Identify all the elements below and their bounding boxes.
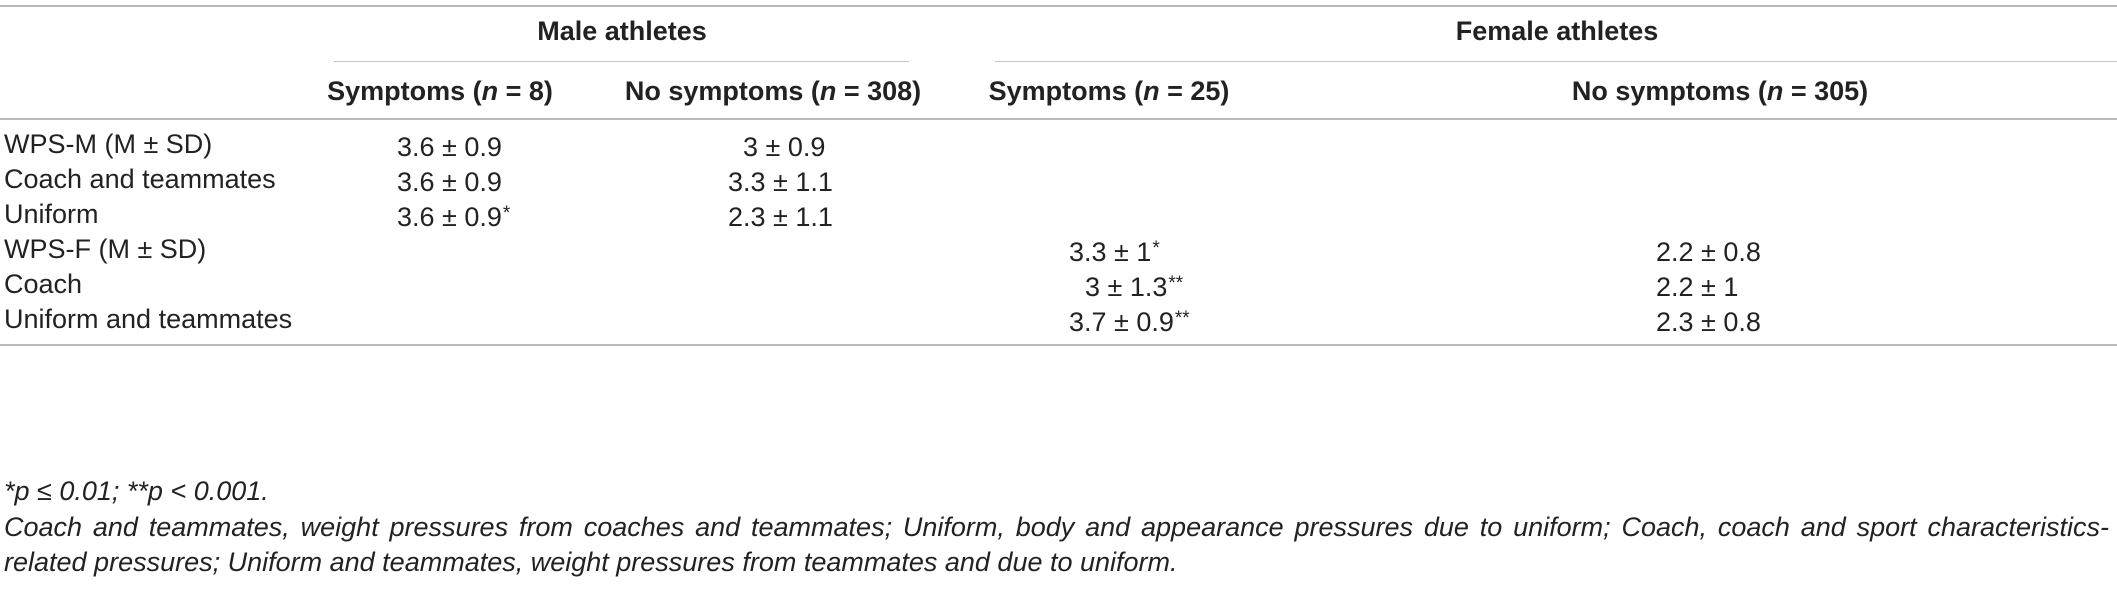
table-cell: 3 ± 1.3** [1085,272,1184,302]
table-cell: 3.6 ± 0.9 [397,132,502,162]
column-header: Symptoms (n = 25) [988,76,1230,106]
table-cell: 2.2 ± 1 [1656,272,1739,302]
row-label: WPS-F (M ± SD) [4,234,207,264]
female-group-rule [995,61,2117,62]
table-cell: 2.2 ± 0.8 [1656,237,1761,267]
table-cell: 3.6 ± 0.9 [397,167,502,197]
group-header-male: Male athletes [537,16,707,46]
row-label: Coach and teammates [4,164,276,194]
table-cell: 3.3 ± 1.1 [728,167,833,197]
table-cell: 3.3 ± 1* [1069,237,1160,267]
row-label: Uniform and teammates [4,304,293,334]
bottom-rule [0,344,2117,346]
row-label: WPS-M (M ± SD) [4,129,213,159]
footnote-significance: *p ≤ 0.01; **p < 0.001. [4,476,269,506]
male-group-rule [334,61,909,62]
row-label: Coach [4,269,83,299]
group-header-female: Female athletes [1455,16,1659,46]
column-header: Symptoms (n = 8) [327,76,553,106]
table-cell: 3.7 ± 0.9** [1069,307,1190,337]
footnote-abbreviations: Coach and teammates, weight pressures fr… [4,512,2109,577]
table-cell: 3.6 ± 0.9* [397,202,511,232]
table-cell: 3 ± 0.9 [743,132,826,162]
column-header: No symptoms (n = 305) [1571,76,1869,106]
column-header: No symptoms (n = 308) [624,76,922,106]
row-label: Uniform [4,199,99,229]
top-rule [0,5,2117,7]
table-cell: 2.3 ± 1.1 [728,202,833,232]
header-rule [0,118,2117,120]
table-cell: 2.3 ± 0.8 [1656,307,1761,337]
